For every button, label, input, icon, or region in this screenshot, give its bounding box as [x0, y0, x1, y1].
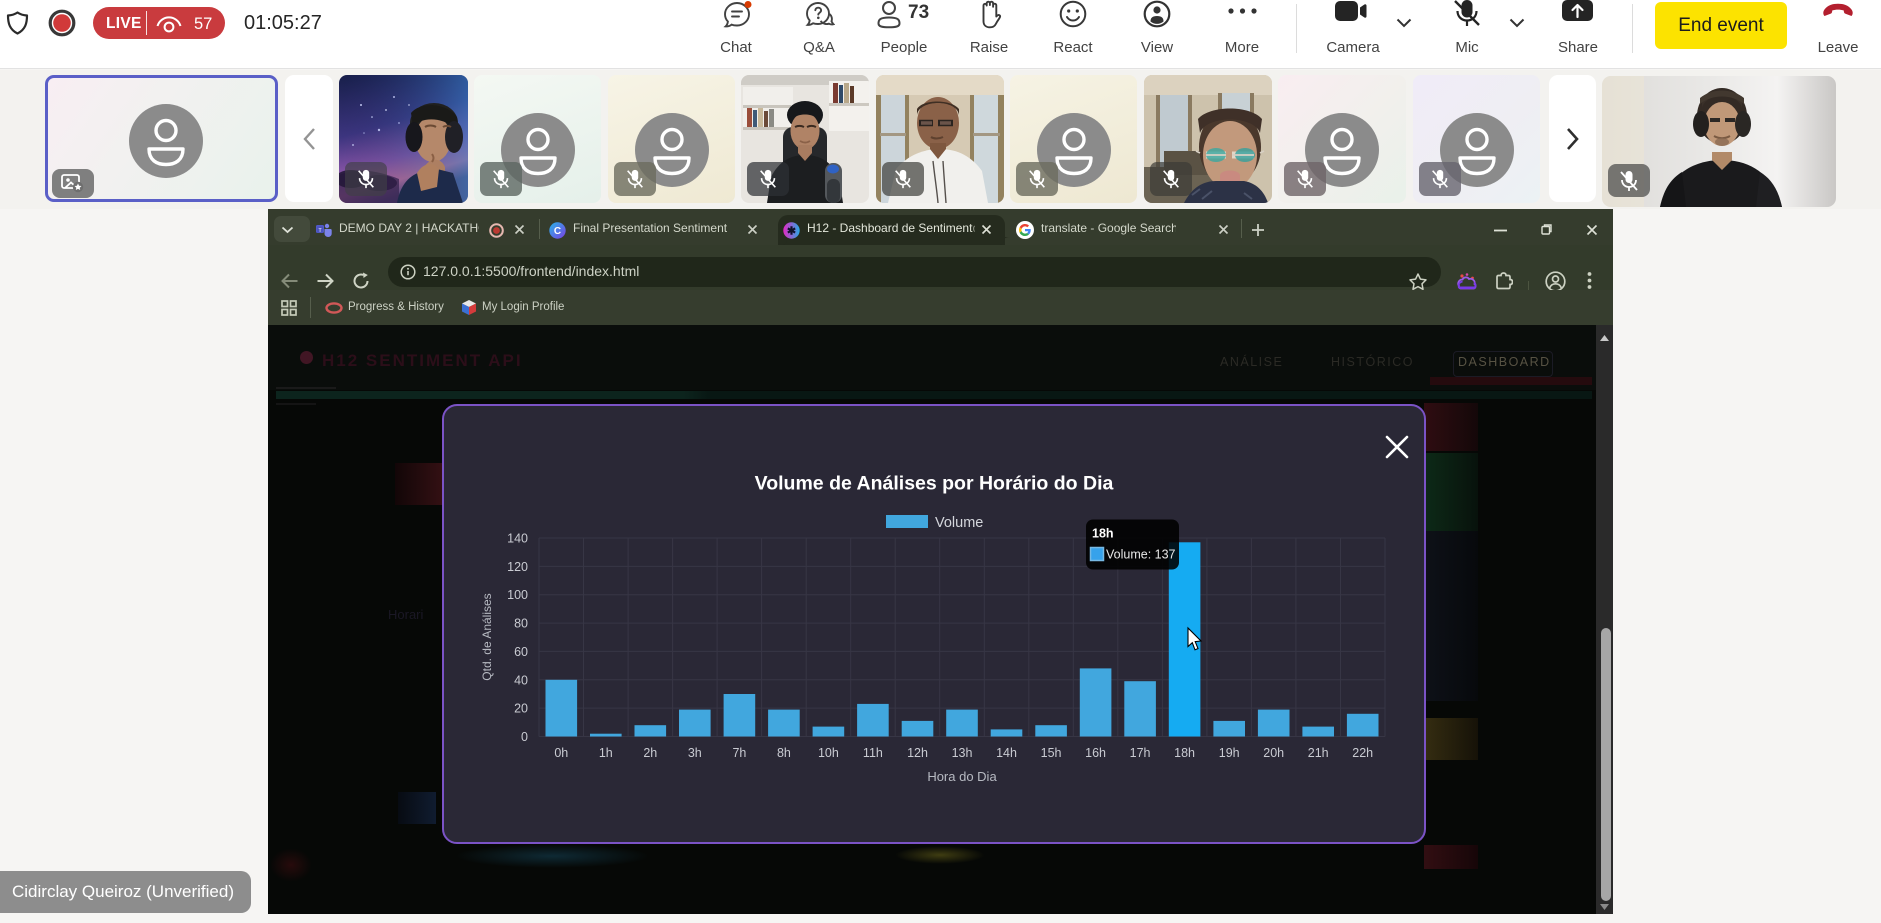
svg-text:3h: 3h	[688, 746, 702, 760]
svg-text:120: 120	[507, 560, 528, 574]
svg-text:0: 0	[521, 730, 528, 744]
svg-text:18h: 18h	[1174, 746, 1195, 760]
svg-text:15h: 15h	[1041, 746, 1062, 760]
svg-text:2h: 2h	[643, 746, 657, 760]
svg-text:140: 140	[507, 532, 528, 546]
svg-text:21h: 21h	[1308, 746, 1329, 760]
svg-text:7h: 7h	[732, 746, 746, 760]
svg-text:20: 20	[514, 702, 528, 716]
svg-text:17h: 17h	[1130, 746, 1151, 760]
svg-text:20h: 20h	[1263, 746, 1284, 760]
svg-text:18h: 18h	[1092, 527, 1114, 541]
svg-text:12h: 12h	[907, 746, 928, 760]
svg-text:10h: 10h	[818, 746, 839, 760]
svg-text:Volume de Análises por Horário: Volume de Análises por Horário do Dia	[755, 473, 1114, 495]
svg-text:100: 100	[507, 588, 528, 602]
svg-text:80: 80	[514, 617, 528, 631]
svg-text:T: T	[318, 228, 322, 234]
svg-text:Hora do Dia: Hora do Dia	[927, 769, 997, 784]
svg-text:0h: 0h	[554, 746, 568, 760]
svg-text:8h: 8h	[777, 746, 791, 760]
svg-text:C: C	[554, 226, 561, 237]
svg-text:1h: 1h	[599, 746, 613, 760]
svg-text:✱: ✱	[787, 226, 796, 238]
svg-text:Volume: Volume	[935, 515, 983, 531]
svg-text:40: 40	[514, 673, 528, 687]
svg-text:Qtd. de Análises: Qtd. de Análises	[480, 593, 494, 680]
svg-text:22h: 22h	[1352, 746, 1373, 760]
svg-text:14h: 14h	[996, 746, 1017, 760]
svg-text:13h: 13h	[952, 746, 973, 760]
svg-text:16h: 16h	[1085, 746, 1106, 760]
svg-text:19h: 19h	[1219, 746, 1240, 760]
svg-text:60: 60	[514, 645, 528, 659]
svg-text:11h: 11h	[863, 746, 883, 760]
svg-text:Volume: 137: Volume: 137	[1106, 548, 1176, 562]
